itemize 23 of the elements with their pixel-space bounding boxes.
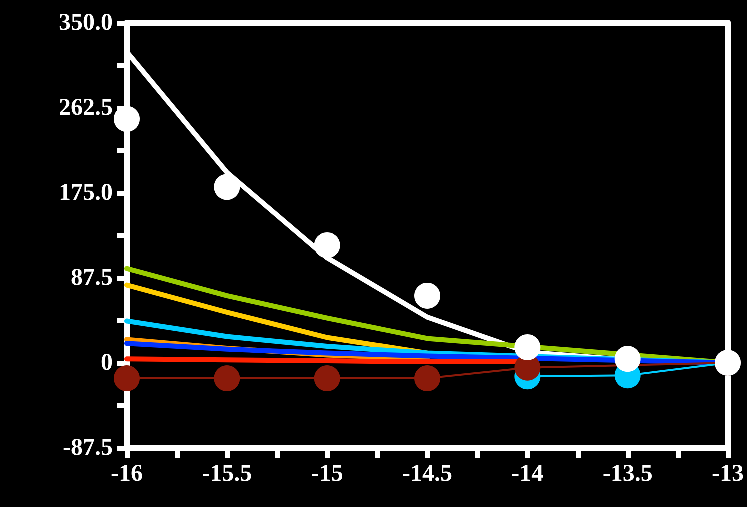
x-tick-label: -15.5 [202,461,252,487]
point [214,174,240,200]
x-tick-label: -15 [311,461,344,487]
y-tick-label: 262.5 [59,95,113,121]
x-tick-label: -16 [111,461,143,487]
y-tick-label: 175.0 [59,180,113,206]
x-tick-label: -13 [712,461,744,487]
point [214,366,240,392]
point [414,282,440,309]
point [114,106,140,132]
point [114,366,140,392]
y-tick-label: 87.5 [71,265,113,291]
point [314,366,340,392]
point [614,346,641,372]
y-tick-label: -87.5 [63,435,113,461]
x-tick-label: -14.5 [402,461,452,487]
y-tick-label: 0 [101,350,113,376]
y-tick-label: 350.0 [59,10,113,36]
x-tick-label: -14 [512,461,544,487]
point [514,334,541,360]
point [414,366,440,392]
point [314,232,340,258]
x-tick-label: -13.5 [602,461,653,487]
